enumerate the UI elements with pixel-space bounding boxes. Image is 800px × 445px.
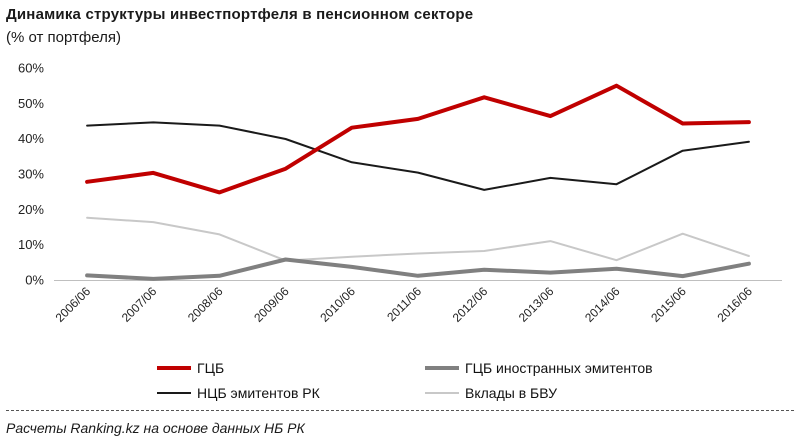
x-tick-label: 2009/06: [251, 284, 292, 325]
legend-label: НЦБ эмитентов РК: [197, 385, 321, 401]
y-tick-label: 50%: [18, 96, 44, 111]
x-tick-label: 2016/06: [714, 284, 755, 325]
y-tick-label: 20%: [18, 202, 44, 217]
source-note: Расчеты Ranking.kz на основе данных НБ Р…: [6, 420, 305, 436]
legend-label: ГЦБ иностранных эмитентов: [465, 360, 653, 376]
chart-title: Динамика структуры инвестпортфеля в пенс…: [6, 6, 474, 23]
y-axis: 0% 10% 20% 30% 40% 50% 60%: [18, 61, 44, 288]
y-tick-label: 0%: [25, 273, 44, 288]
y-tick-label: 40%: [18, 131, 44, 146]
legend: ГЦБ ГЦБ иностранных эмитентов НЦБ эмитенто…: [157, 360, 653, 401]
x-tick-label: 2010/06: [317, 284, 358, 325]
x-tick-label: 2015/06: [648, 284, 689, 325]
footer-divider: [6, 410, 794, 411]
series-line-1: [85, 83, 751, 195]
x-tick-label: 2006/06: [53, 284, 94, 325]
x-tick-label: 2014/06: [582, 284, 623, 325]
legend-label: ГЦБ: [197, 360, 224, 376]
legend-label: Вклады в БВУ: [465, 385, 557, 401]
y-tick-label: 60%: [18, 61, 44, 76]
x-tick-label: 2007/06: [119, 284, 160, 325]
series-line-2: [85, 257, 751, 281]
chart-subtitle: (% от портфеля): [6, 29, 121, 46]
x-tick-label: 2008/06: [185, 284, 226, 325]
x-tick-label: 2011/06: [384, 284, 424, 324]
series-lines: [85, 83, 751, 281]
series-line-3: [86, 121, 750, 191]
y-tick-label: 30%: [18, 167, 44, 182]
x-axis: 2006/06 2007/06 2008/06 2009/06 2010/06 2011/…: [53, 280, 782, 325]
x-tick-label: 2012/06: [450, 284, 491, 325]
series-line-4: [86, 216, 750, 262]
y-tick-label: 10%: [18, 237, 44, 252]
x-tick-label: 2013/06: [516, 284, 557, 325]
